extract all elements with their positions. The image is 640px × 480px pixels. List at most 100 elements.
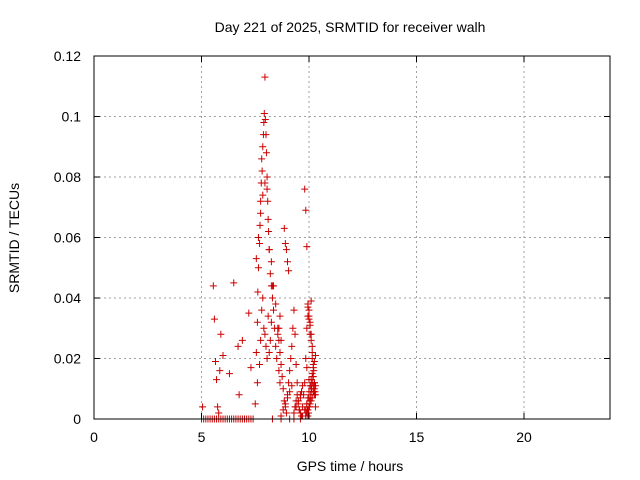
y-tick-label: 0.08	[54, 169, 81, 185]
data-point	[296, 394, 304, 402]
y-tick-label: 0	[73, 411, 81, 427]
data-point	[272, 300, 280, 308]
data-point	[304, 303, 312, 311]
data-point	[261, 73, 269, 81]
data-point	[234, 342, 242, 350]
data-point	[270, 282, 278, 290]
data-point	[216, 367, 224, 375]
data-point	[263, 173, 271, 181]
data-point	[297, 388, 305, 396]
data-points	[198, 73, 319, 423]
data-point	[254, 288, 262, 296]
data-point	[294, 400, 302, 408]
data-point	[267, 258, 275, 266]
data-point	[311, 403, 319, 411]
data-point	[287, 355, 295, 362]
data-point	[261, 330, 269, 338]
y-tick-label: 0.12	[54, 48, 81, 64]
data-point	[247, 364, 255, 372]
data-point	[275, 324, 283, 332]
data-point	[254, 264, 262, 272]
data-point	[307, 376, 315, 384]
y-tick-label: 0.02	[54, 351, 81, 367]
data-point	[265, 348, 273, 356]
y-tick-label: 0.06	[54, 230, 81, 246]
data-point	[270, 306, 278, 314]
data-point	[303, 243, 311, 251]
data-point	[259, 294, 267, 302]
x-tick-label: 0	[90, 429, 98, 445]
data-point	[257, 197, 265, 205]
data-point	[286, 367, 294, 375]
chart-title: Day 221 of 2025, SRMTID for receiver wal…	[215, 19, 486, 35]
data-point	[280, 397, 288, 405]
data-point	[291, 403, 299, 411]
data-point	[272, 342, 280, 350]
data-point	[277, 336, 285, 344]
plot-frame	[93, 55, 611, 420]
data-point	[262, 342, 270, 350]
x-tick-label: 5	[198, 429, 206, 445]
data-point	[306, 321, 314, 329]
data-point	[308, 385, 316, 393]
data-point	[268, 294, 276, 302]
data-point	[284, 394, 291, 402]
data-point	[258, 167, 266, 175]
data-point	[285, 267, 293, 275]
data-point	[260, 119, 268, 127]
data-point	[311, 388, 319, 396]
data-point	[256, 361, 264, 369]
data-point	[258, 155, 266, 163]
y-axis-label: SRMTID / TECUs	[6, 183, 22, 293]
data-point	[288, 342, 296, 350]
data-point	[278, 373, 286, 381]
data-point	[266, 270, 274, 278]
data-point	[292, 361, 300, 369]
data-point	[303, 324, 311, 332]
data-point	[293, 379, 301, 387]
data-point	[310, 358, 318, 366]
data-point	[310, 367, 318, 375]
data-point	[260, 109, 268, 117]
data-point	[256, 221, 264, 229]
data-point	[211, 358, 219, 366]
data-point	[308, 348, 316, 356]
data-point	[307, 336, 315, 344]
data-point	[282, 246, 290, 254]
data-point	[279, 406, 287, 414]
data-point	[310, 379, 318, 387]
data-point	[275, 367, 283, 375]
data-point	[217, 330, 225, 338]
y-tick-label: 0.1	[62, 109, 82, 125]
data-point	[209, 282, 217, 290]
data-point	[257, 209, 265, 217]
data-point	[256, 240, 264, 248]
data-point	[311, 351, 319, 359]
data-point	[258, 306, 266, 314]
data-point	[308, 370, 316, 378]
data-point	[210, 315, 218, 323]
data-point	[262, 149, 270, 157]
data-point	[199, 403, 207, 411]
data-point	[286, 388, 294, 396]
data-point	[253, 379, 261, 387]
data-point	[273, 355, 281, 362]
data-point	[280, 224, 288, 232]
data-point	[282, 409, 290, 417]
data-point	[291, 330, 299, 338]
data-point	[305, 403, 313, 411]
data-point	[274, 330, 282, 338]
data-point	[305, 312, 313, 320]
x-tick-label: 10	[301, 429, 317, 445]
data-point	[267, 318, 275, 326]
data-point	[225, 370, 233, 378]
x-tick-label: 15	[409, 429, 425, 445]
data-point	[264, 215, 272, 223]
data-point	[265, 246, 273, 254]
y-tick-label: 0.04	[54, 290, 81, 306]
data-point	[284, 258, 291, 266]
x-tick-label: 20	[516, 429, 532, 445]
data-point	[288, 382, 296, 390]
data-point	[263, 355, 271, 362]
